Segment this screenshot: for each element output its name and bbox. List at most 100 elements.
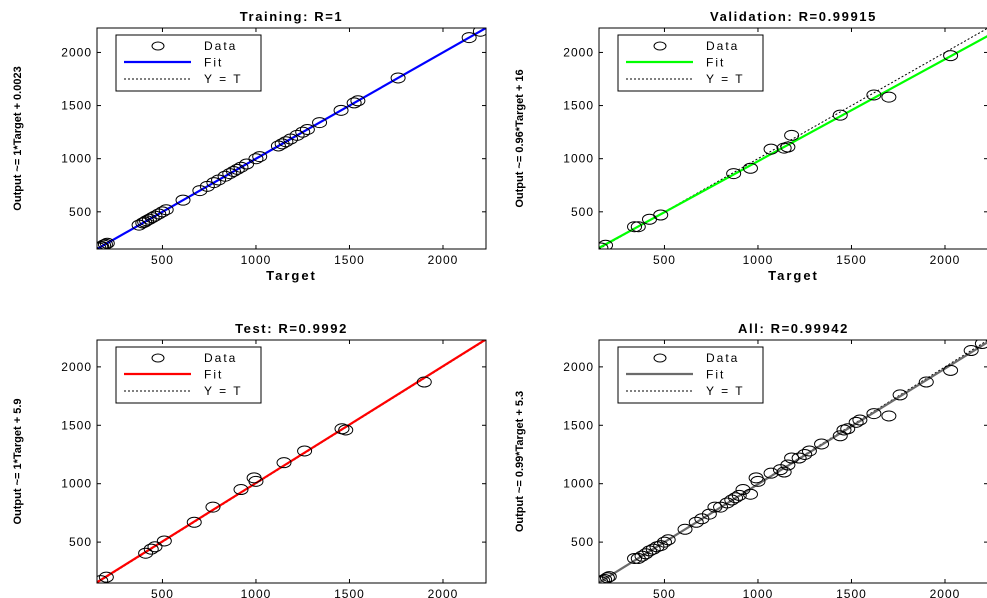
legend-data-label: Data [204, 351, 237, 365]
x-tick-label: 1500 [836, 253, 867, 267]
data-point [270, 140, 286, 152]
y-tick-label: 1000 [61, 477, 92, 491]
data-point [248, 475, 264, 487]
data-point [233, 161, 249, 173]
data-point [653, 540, 669, 552]
x-tick-label: 1500 [334, 253, 365, 267]
data-point [918, 376, 934, 388]
x-tick-label: 500 [151, 253, 174, 267]
data-point [97, 239, 112, 249]
data-point [943, 50, 959, 62]
data-point [278, 136, 294, 148]
data-point [726, 168, 742, 180]
y-tick-label: 500 [69, 535, 92, 549]
y-tick-label: 2000 [563, 360, 594, 374]
data-point [742, 162, 758, 174]
data-point [780, 141, 796, 153]
y-axis-label: Output ~= 0.96*Target + 16 [514, 69, 526, 207]
plot-panel-3: Test: R=0.9992TargetOutput ~= 1*Target +… [12, 321, 487, 598]
data-point [776, 466, 792, 478]
data-point [848, 416, 864, 428]
data-point [346, 97, 362, 109]
data-point [742, 488, 758, 500]
data-point [641, 545, 657, 557]
axes-box [598, 339, 987, 584]
data-point [206, 177, 222, 189]
fit-line [599, 35, 987, 249]
data-point [701, 508, 717, 520]
data-point [645, 543, 661, 555]
data-point [175, 194, 191, 206]
plot-area [97, 340, 486, 583]
legend-identity-label: Y = T [706, 384, 745, 398]
plot-panel-1: Training: R=1 Target Output ~= 1*Target + … [12, 9, 487, 283]
data-point [780, 459, 796, 471]
y-tick-label: 2000 [61, 360, 92, 374]
plot-area [599, 340, 987, 583]
data-point [750, 475, 766, 487]
legend-data-marker [151, 41, 165, 51]
x-tick-label: 500 [151, 587, 174, 598]
data-point [731, 489, 747, 501]
data-point [297, 445, 313, 457]
legend-fit-label: Fit [706, 368, 725, 382]
data-point [630, 221, 646, 233]
data-point [312, 117, 328, 129]
chart-title: Validation: R=0.99915 [710, 9, 877, 24]
y-tick-label: 2000 [61, 45, 92, 59]
legend-data-label: Data [706, 351, 739, 365]
data-point [137, 216, 153, 228]
chart-title: Training: R=1 [240, 9, 344, 24]
legend-data-marker [151, 353, 165, 363]
data-point [601, 571, 617, 583]
axes-box [598, 27, 987, 250]
axes-box [96, 27, 487, 250]
fit-line [97, 340, 486, 583]
x-tick-label: 500 [653, 253, 676, 267]
x-tick-label: 2000 [930, 587, 961, 598]
legend-fit-label: Fit [204, 56, 223, 70]
data-point [707, 501, 723, 513]
x-tick-label: 1000 [241, 253, 272, 267]
y-tick-label: 500 [69, 205, 92, 219]
legend-identity-label: Y = T [204, 384, 243, 398]
data-point [784, 452, 800, 464]
data-point [151, 208, 167, 220]
data-point [943, 364, 959, 376]
chart-title: All: R=0.99942 [738, 321, 849, 336]
y-axis-label: Output ~= 1*Target + 0.0023 [12, 66, 24, 210]
data-point [881, 91, 897, 103]
data-point [229, 163, 245, 175]
data-point [248, 153, 264, 165]
data-point [763, 467, 779, 479]
data-point [338, 424, 354, 436]
data-point [840, 423, 856, 435]
data-point [233, 484, 249, 496]
data-point [461, 32, 477, 44]
y-tick-label: 1500 [563, 99, 594, 113]
plot-panel-2: Validation: R=0.99915 Target Output ~= 0.9… [514, 9, 987, 283]
data-point [222, 168, 238, 180]
data-point [881, 410, 897, 422]
data-point [147, 210, 163, 222]
plot-area [97, 28, 486, 249]
data-point [143, 543, 159, 555]
data-point [791, 452, 807, 464]
x-tick-label: 500 [653, 587, 676, 598]
data-point [688, 516, 704, 528]
legend: Data Fit Y = T [115, 346, 262, 404]
data-point [205, 501, 221, 513]
data-point [289, 129, 305, 141]
data-point [814, 438, 830, 450]
data-point [416, 376, 432, 388]
y-tick-label: 1500 [563, 418, 594, 432]
x-tick-label: 2000 [428, 587, 459, 598]
data-point [627, 221, 643, 233]
data-point [763, 143, 779, 155]
data-point [892, 389, 908, 401]
data-point [299, 123, 315, 135]
x-tick-label: 2000 [930, 253, 961, 267]
legend-data-label: Data [706, 39, 739, 53]
legend: Data Fit Y = T [617, 34, 764, 92]
